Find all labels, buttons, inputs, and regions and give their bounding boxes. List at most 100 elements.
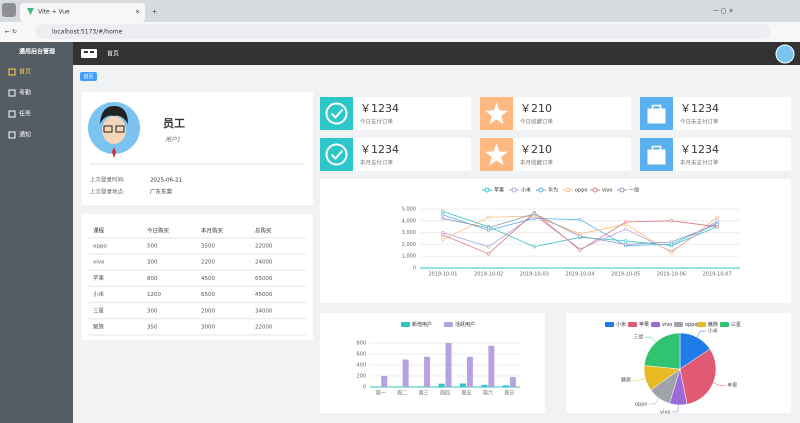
line-point	[441, 238, 445, 242]
y-tick-label: 400	[356, 363, 366, 369]
x-tick-label: 2019-10-01	[428, 272, 457, 278]
active-tab[interactable]	[20, 3, 145, 22]
legend-swatch	[628, 322, 637, 327]
line-point	[441, 213, 445, 217]
order-label: 本月支付订单	[360, 159, 394, 167]
table-cell: 45000	[255, 292, 273, 298]
y-tick-label: 5,000	[402, 207, 416, 213]
line-point	[441, 233, 445, 237]
pie-leader	[713, 382, 726, 386]
menu-item[interactable]: 考勤	[19, 89, 31, 97]
table-cell: 2000	[201, 308, 215, 314]
table-cell: 2200	[201, 260, 215, 266]
y-tick-label: 0	[363, 385, 366, 391]
legend-label[interactable]: 苹果	[639, 321, 649, 328]
table-cell: 300	[147, 260, 158, 266]
tab-title: Vite + Vue	[38, 9, 70, 16]
pie-label: vivo	[660, 409, 670, 415]
tab-close[interactable]: ×	[135, 9, 140, 16]
table-cell: 500	[147, 244, 158, 250]
legend-label[interactable]: 新增用户	[412, 321, 432, 328]
avatar-face	[102, 116, 126, 144]
window-controls[interactable]: — ▢ ×	[713, 8, 734, 15]
legend-label[interactable]: 活跃用户	[455, 321, 475, 328]
bar	[466, 356, 473, 387]
icon-shape	[330, 149, 344, 160]
legend-label[interactable]: 一加	[629, 187, 639, 194]
legend-swatch	[651, 322, 660, 327]
table-header: 总购买	[255, 227, 272, 235]
info-value: 2025-06-21	[150, 178, 182, 184]
line-point	[669, 240, 674, 244]
table-header: 本月购买	[201, 227, 224, 235]
legend-label[interactable]: vivo	[602, 188, 612, 194]
bar	[488, 345, 495, 387]
legend-label[interactable]: 魅族	[708, 321, 718, 328]
y-tick-label: 800	[356, 341, 366, 347]
x-tick-label: 2019-10-06	[657, 272, 686, 278]
icon-shape	[330, 108, 344, 119]
bar	[424, 356, 431, 387]
url-box[interactable]	[36, 24, 770, 39]
legend-swatch	[401, 322, 410, 327]
legend-swatch	[511, 187, 517, 193]
icon-shape	[651, 104, 662, 112]
menu-item[interactable]: 通知	[19, 131, 31, 139]
line-point	[486, 252, 491, 256]
legend-label[interactable]: oppo	[575, 188, 587, 194]
legend-swatch	[619, 187, 625, 193]
legend-swatch	[444, 322, 453, 327]
order-label: 今日未支付订单	[680, 118, 719, 126]
pie-leader	[648, 398, 660, 405]
favicon	[27, 8, 34, 15]
bar	[481, 384, 488, 387]
line-point	[624, 242, 628, 246]
x-tick-label: 周三	[419, 391, 429, 397]
line-point	[624, 220, 628, 224]
bar	[459, 383, 466, 387]
tab-menu[interactable]	[2, 3, 16, 17]
pie-leader	[671, 404, 679, 413]
legend-label[interactable]: 小米	[521, 187, 531, 194]
table-cell: 魅族	[93, 323, 105, 331]
pie-leader	[632, 378, 646, 381]
line-point	[441, 209, 445, 213]
x-tick-label: 周一	[376, 391, 386, 397]
pie-slice	[679, 348, 717, 405]
bar	[445, 343, 452, 387]
menu-toggle[interactable]	[81, 49, 97, 58]
x-tick-label: 2019-10-03	[520, 272, 549, 278]
table-cell: 苹果	[93, 274, 105, 282]
icon-shape	[485, 143, 508, 166]
legend-label[interactable]: 华为	[548, 187, 558, 194]
legend-label[interactable]: 小米	[616, 321, 626, 328]
menu-item[interactable]: 首页	[19, 68, 31, 76]
nav-buttons[interactable]: ← ↻	[5, 29, 17, 36]
menu-item[interactable]: 任务	[19, 110, 31, 118]
y-tick-label: 3,000	[402, 230, 416, 236]
pie-label: 苹果	[727, 382, 737, 389]
menu-icon	[8, 68, 16, 76]
bar	[395, 386, 402, 387]
legend-label[interactable]: vivo	[662, 322, 672, 328]
sidebar	[0, 42, 73, 423]
tag[interactable]	[80, 72, 97, 81]
table-cell: 1200	[147, 292, 161, 298]
line-point	[532, 212, 536, 216]
table-cell: 小米	[93, 290, 105, 298]
avatar-glasses	[103, 125, 113, 133]
order-label: 本月未支付订单	[680, 159, 719, 167]
legend-swatch	[720, 322, 729, 327]
legend-label[interactable]: 苹果	[494, 187, 504, 194]
legend-label[interactable]: 三星	[731, 322, 741, 328]
legend-label[interactable]: oppo	[685, 322, 697, 328]
pie-slice	[643, 332, 681, 370]
order-value: ￥1234	[360, 102, 399, 115]
header-avatar[interactable]	[775, 44, 795, 64]
line-point	[715, 215, 719, 219]
order-label: 今日收藏订单	[520, 118, 554, 126]
pie-label: 小米	[708, 328, 718, 335]
new-tab[interactable]: +	[152, 9, 157, 16]
icon	[84, 51, 88, 53]
